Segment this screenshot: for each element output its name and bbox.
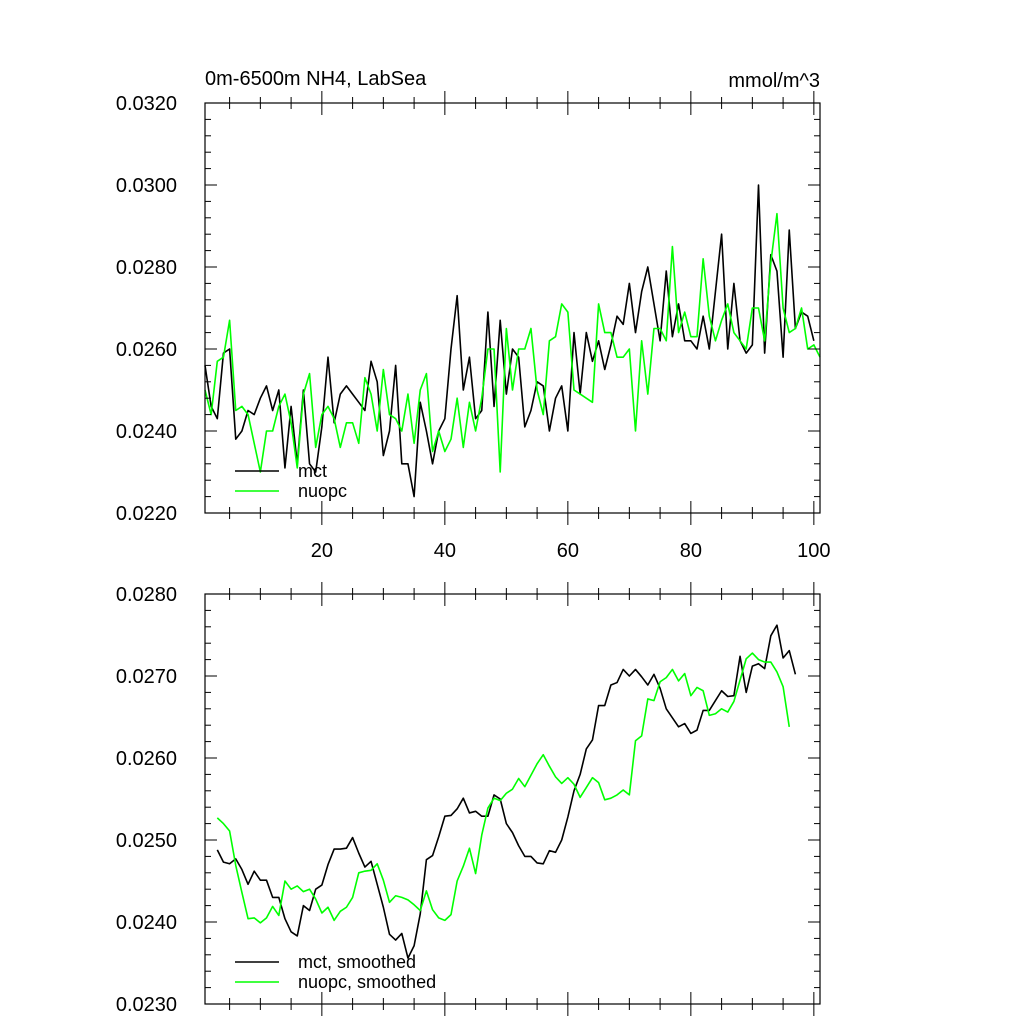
x-tick-label: 100 bbox=[797, 540, 830, 562]
x-tick-label: 80 bbox=[680, 540, 702, 562]
y-tick-label: 0.0220 bbox=[116, 503, 177, 525]
y-tick-label: 0.0270 bbox=[116, 666, 177, 688]
legend-label: mct, smoothed bbox=[298, 952, 416, 972]
legend-label: nuopc, smoothed bbox=[298, 972, 436, 992]
y-tick-label: 0.0230 bbox=[116, 994, 177, 1016]
x-tick-label: 40 bbox=[434, 540, 456, 562]
y-tick-label: 0.0260 bbox=[116, 748, 177, 770]
series-line-mct bbox=[204, 184, 815, 498]
x-tick-label: 60 bbox=[557, 540, 579, 562]
y-tick-label: 0.0240 bbox=[116, 912, 177, 934]
y-tick-label: 0.0280 bbox=[116, 584, 177, 606]
y-tick-label: 0.0260 bbox=[116, 339, 177, 361]
plot-frame bbox=[204, 593, 821, 1005]
x-tick-label: 20 bbox=[311, 540, 333, 562]
series-line-nuopc-smoothed bbox=[216, 652, 791, 924]
panel-units: mmol/m^3 bbox=[728, 70, 820, 92]
series-line-nuopc bbox=[204, 212, 821, 473]
y-tick-label: 0.0240 bbox=[116, 421, 177, 443]
top-panel: 0m-6500m NH4, LabSea mmol/m^3 0.0220 0.02… bbox=[116, 68, 831, 562]
panel-title: 0m-6500m NH4, LabSea bbox=[205, 68, 427, 90]
y-tick-label: 0.0250 bbox=[116, 830, 177, 852]
legend-label: nuopc bbox=[298, 481, 347, 501]
bottom-panel: 0.0230 0.0240 0.0250 0.0260 0.0270 0.0280 mct… bbox=[116, 582, 821, 1016]
y-tick-label: 0.0320 bbox=[116, 93, 177, 115]
y-tick-label: 0.0280 bbox=[116, 257, 177, 279]
y-tick-label: 0.0300 bbox=[116, 175, 177, 197]
legend-label: mct bbox=[298, 461, 327, 481]
plot-frame bbox=[204, 102, 821, 514]
